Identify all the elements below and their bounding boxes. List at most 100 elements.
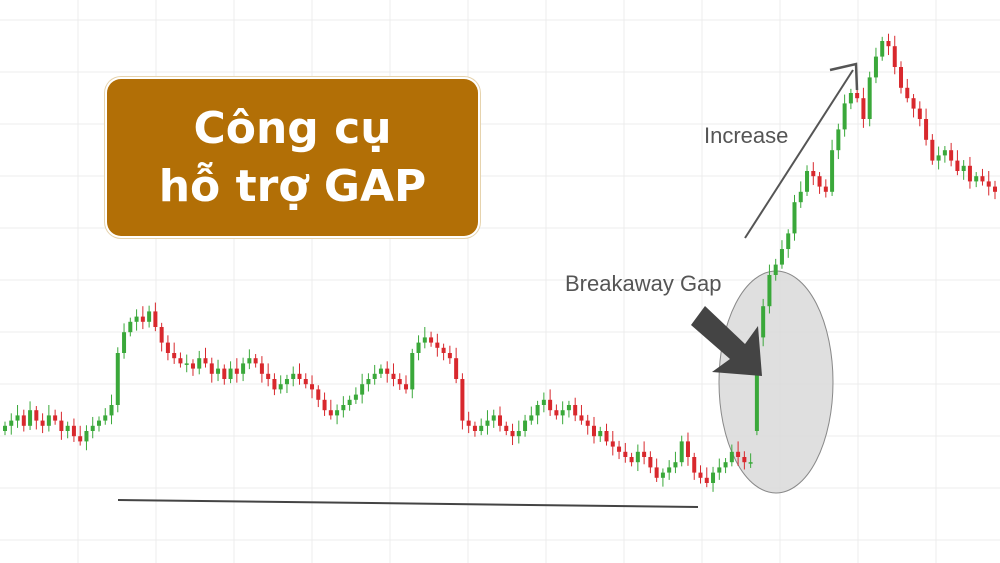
candle-body bbox=[84, 431, 89, 442]
candle bbox=[892, 35, 897, 75]
candle-body bbox=[510, 431, 515, 437]
candle bbox=[109, 394, 114, 425]
candle-body bbox=[855, 93, 860, 99]
candle-body bbox=[297, 373, 302, 379]
title-line-2: hỗ trợ GAP bbox=[158, 160, 427, 212]
candle bbox=[316, 385, 321, 408]
candle bbox=[328, 399, 333, 420]
increase-arrow-shaft bbox=[744, 69, 854, 239]
candle bbox=[96, 416, 101, 432]
candle bbox=[974, 172, 979, 188]
candle bbox=[924, 108, 929, 146]
candle bbox=[598, 426, 603, 442]
candle-body bbox=[184, 363, 189, 365]
candle-body bbox=[573, 405, 578, 416]
candle-body bbox=[147, 311, 152, 322]
candle-body bbox=[404, 384, 409, 390]
candle bbox=[736, 441, 741, 466]
candle-body bbox=[447, 353, 452, 359]
candle-body bbox=[165, 342, 170, 353]
candle bbox=[585, 414, 590, 435]
candle bbox=[147, 305, 152, 328]
candle-body bbox=[353, 394, 358, 400]
candle bbox=[441, 343, 446, 361]
candle-body bbox=[917, 108, 922, 119]
candle-body bbox=[773, 264, 778, 275]
candle-body bbox=[203, 358, 208, 364]
candle-body bbox=[78, 436, 83, 442]
candle bbox=[447, 345, 452, 364]
candle bbox=[648, 451, 653, 474]
support-line bbox=[117, 499, 699, 508]
candle bbox=[742, 451, 747, 470]
candle-body bbox=[122, 332, 127, 353]
candle-body bbox=[955, 160, 960, 171]
candle bbox=[165, 335, 170, 361]
candle-body bbox=[128, 321, 133, 333]
candle bbox=[153, 302, 158, 332]
candle bbox=[654, 458, 659, 482]
candle bbox=[761, 298, 766, 347]
candle-body bbox=[460, 379, 465, 421]
candle bbox=[967, 156, 972, 189]
candle-body bbox=[679, 441, 684, 463]
candle bbox=[748, 453, 753, 468]
candle bbox=[591, 416, 596, 444]
candle bbox=[322, 392, 327, 416]
candle-body bbox=[485, 420, 490, 426]
candle-body bbox=[178, 358, 183, 364]
candle bbox=[848, 88, 853, 110]
candle-body bbox=[886, 41, 891, 47]
candle bbox=[429, 331, 434, 347]
candle-body bbox=[817, 176, 822, 187]
candle bbox=[529, 406, 534, 425]
candle-body bbox=[9, 420, 14, 426]
candle bbox=[817, 172, 822, 194]
candle bbox=[15, 405, 20, 428]
candle-body bbox=[880, 41, 885, 57]
candle-body bbox=[172, 353, 177, 359]
candle bbox=[297, 363, 302, 385]
candle bbox=[397, 373, 402, 390]
candle bbox=[685, 432, 690, 466]
candle-body bbox=[46, 415, 51, 426]
candle-body bbox=[873, 56, 878, 78]
candle-body bbox=[159, 327, 164, 343]
title-badge: Công cụ hỗ trợ GAP bbox=[107, 79, 478, 236]
candle-body bbox=[748, 462, 753, 464]
candle bbox=[880, 36, 885, 61]
candle-body bbox=[930, 139, 935, 161]
candle-body bbox=[635, 451, 640, 463]
candle-body bbox=[899, 67, 904, 88]
candle bbox=[830, 139, 835, 196]
candle-body bbox=[222, 368, 227, 379]
candle bbox=[234, 358, 239, 383]
candle bbox=[798, 181, 803, 208]
candle bbox=[842, 94, 847, 137]
breakaway-gap-label: Breakaway Gap bbox=[565, 271, 722, 296]
candle-body bbox=[391, 373, 396, 379]
candle bbox=[335, 404, 340, 425]
candle-body bbox=[90, 425, 95, 431]
candle bbox=[90, 416, 95, 439]
candle-body bbox=[685, 441, 690, 457]
candle bbox=[3, 421, 7, 436]
candle-body bbox=[698, 472, 703, 478]
candle-body bbox=[253, 358, 258, 364]
candle bbox=[84, 425, 89, 451]
candle-body bbox=[566, 405, 571, 411]
candle bbox=[949, 142, 954, 167]
candle bbox=[272, 373, 277, 396]
candle bbox=[886, 33, 891, 56]
candle-body bbox=[610, 441, 615, 447]
candle-body bbox=[629, 457, 634, 463]
candle bbox=[604, 423, 609, 446]
candle-body bbox=[322, 399, 327, 411]
candle-body bbox=[805, 171, 810, 192]
candle-body bbox=[472, 425, 477, 431]
candle bbox=[259, 356, 264, 383]
candle bbox=[197, 350, 202, 375]
candle-body bbox=[498, 415, 502, 426]
candle bbox=[159, 322, 164, 352]
